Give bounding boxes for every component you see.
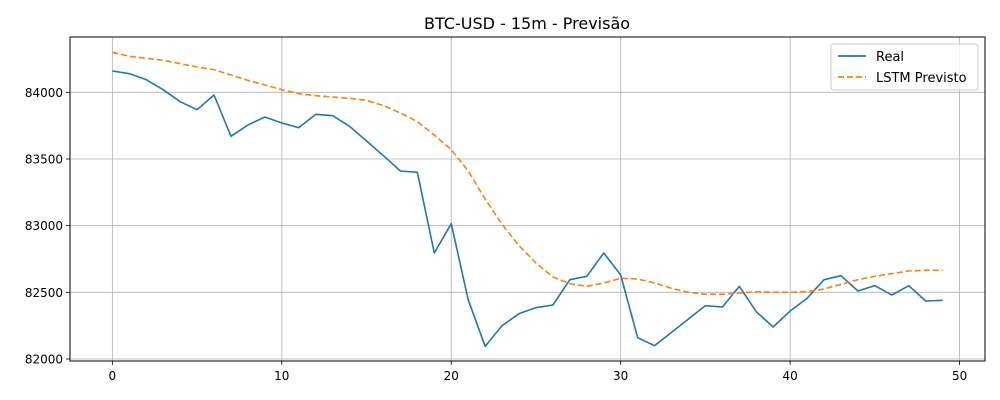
x-tick-label: 50	[952, 369, 967, 383]
y-tick-label: 83500	[25, 153, 63, 167]
plot-frame	[69, 36, 986, 362]
series-line-real	[112, 70, 943, 348]
x-tick-label: 20	[444, 369, 459, 383]
legend-box	[830, 43, 979, 91]
y-tick-label: 83000	[25, 219, 63, 233]
legend: Real LSTM Previsto	[830, 43, 979, 91]
x-tick-label: 30	[613, 369, 628, 383]
series-line-lstm-previsto	[112, 51, 943, 296]
y-axis: 82000 82500 83000 83500 84000	[25, 86, 70, 367]
y-tick-label: 82500	[25, 286, 63, 300]
x-tick-label: 10	[274, 369, 289, 383]
y-tick-label: 84000	[25, 86, 63, 100]
x-tick-label: 0	[109, 369, 117, 383]
x-axis: 0 10 20 30 40 50	[109, 361, 967, 383]
y-tick-label: 82000	[25, 353, 63, 367]
grid	[70, 37, 985, 361]
chart-title: BTC-USD - 15m - Previsão	[424, 14, 630, 33]
x-tick-label: 40	[782, 369, 797, 383]
series-layer	[112, 51, 943, 348]
legend-label-lstm-previsto: LSTM Previsto	[876, 71, 967, 86]
legend-label-real: Real	[876, 50, 904, 65]
